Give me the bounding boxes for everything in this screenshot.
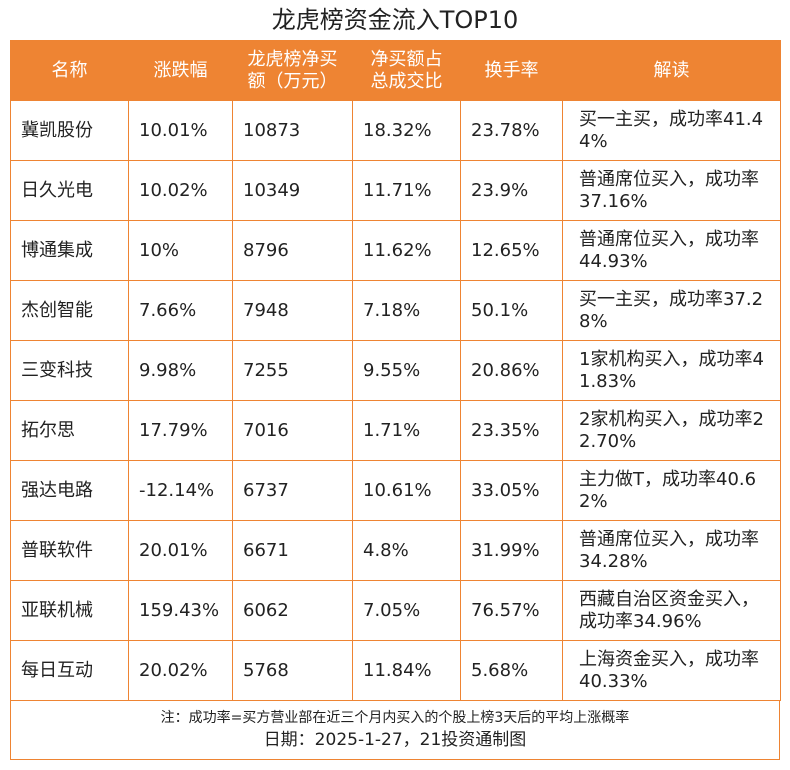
table-cell: 拓尔思 <box>10 400 129 461</box>
table-row: 每日互动 20.02% 5768 11.84% 5.68% 上海资金买入，成功率40.33… <box>10 640 781 701</box>
table-cell: 6737 <box>232 460 353 521</box>
table-cell: 7.05% <box>352 580 461 641</box>
table-cell: 7.18% <box>352 280 461 341</box>
table-cell: 159.43% <box>128 580 233 641</box>
table-row: 日久光电 10.02% 10349 11.71% 23.9% 普通席位买入，成功率37.1… <box>10 160 781 221</box>
data-table: 名称 涨跌幅 龙虎榜净买额（万元） 净买额占总成交比 换手率 解读 冀凯股份 10.01% 1… <box>10 40 781 701</box>
table-cell: 亚联机械 <box>10 580 129 641</box>
table-cell: 50.1% <box>460 280 563 341</box>
header-cell: 名称 <box>10 40 129 101</box>
table-cell: 普联软件 <box>10 520 129 581</box>
table-row: 博通集成 10% 8796 11.62% 12.65% 普通席位买入，成功率44.93% <box>10 220 781 281</box>
table-cell: 强达电路 <box>10 460 129 521</box>
table-cell: 23.35% <box>460 400 563 461</box>
table-cell: 每日互动 <box>10 640 129 701</box>
header-cell: 换手率 <box>460 40 563 101</box>
table-cell: 18.32% <box>352 100 461 161</box>
footer-note: 注：成功率=买方营业部在近三个月内买入的个股上榜3天后的平均上涨概率 <box>160 710 630 726</box>
table-cell: 7.66% <box>128 280 233 341</box>
table-cell: 7948 <box>232 280 353 341</box>
table-cell: 10349 <box>232 160 353 221</box>
table-row: 拓尔思 17.79% 7016 1.71% 23.35% 2家机构买入，成功率22.70% <box>10 400 781 461</box>
table-cell: 10873 <box>232 100 353 161</box>
table-row: 三变科技 9.98% 7255 9.55% 20.86% 1家机构买入，成功率41.83% <box>10 340 781 401</box>
table-row: 冀凯股份 10.01% 10873 18.32% 23.78% 买一主买，成功率41.44… <box>10 100 781 161</box>
table-cell: 1家机构买入，成功率41.83% <box>562 340 781 401</box>
table-cell: 5.68% <box>460 640 563 701</box>
table-cell: 20.01% <box>128 520 233 581</box>
table-cell: 7255 <box>232 340 353 401</box>
title: 龙虎榜资金流入TOP10 <box>271 6 519 34</box>
table-cell: 10.02% <box>128 160 233 221</box>
table-cell: 23.78% <box>460 100 563 161</box>
table-cell: 31.99% <box>460 520 563 581</box>
table-cell: 冀凯股份 <box>10 100 129 161</box>
table-cell: 普通席位买入，成功率34.28% <box>562 520 781 581</box>
table-cell: 20.86% <box>460 340 563 401</box>
table-cell: 三变科技 <box>10 340 129 401</box>
table-cell: 8796 <box>232 220 353 281</box>
table-cell: 博通集成 <box>10 220 129 281</box>
table-cell: 10.01% <box>128 100 233 161</box>
table-cell: 杰创智能 <box>10 280 129 341</box>
table-cell: 西藏自治区资金买入，成功率34.96% <box>562 580 781 641</box>
footer: 注：成功率=买方营业部在近三个月内买入的个股上榜3天后的平均上涨概率 日期：20… <box>10 700 780 760</box>
table-cell: 11.84% <box>352 640 461 701</box>
header-row: 名称 涨跌幅 龙虎榜净买额（万元） 净买额占总成交比 换手率 解读 <box>10 40 781 101</box>
table-cell: 7016 <box>232 400 353 461</box>
table-cell: 6671 <box>232 520 353 581</box>
table-cell: 10.61% <box>352 460 461 521</box>
header-cell: 龙虎榜净买额（万元） <box>232 40 353 101</box>
table-row: 强达电路 -12.14% 6737 10.61% 33.05% 主力做T，成功率40.62… <box>10 460 781 521</box>
table-cell: 5768 <box>232 640 353 701</box>
header-cell: 净买额占总成交比 <box>352 40 461 101</box>
table-cell: 12.65% <box>460 220 563 281</box>
table-cell: 23.9% <box>460 160 563 221</box>
table-cell: -12.14% <box>128 460 233 521</box>
table-cell: 76.57% <box>460 580 563 641</box>
table-cell: 9.98% <box>128 340 233 401</box>
table-row: 杰创智能 7.66% 7948 7.18% 50.1% 买一主买，成功率37.28% <box>10 280 781 341</box>
table-cell: 11.62% <box>352 220 461 281</box>
table-cell: 17.79% <box>128 400 233 461</box>
table-cell: 普通席位买入，成功率44.93% <box>562 220 781 281</box>
table-cell: 10% <box>128 220 233 281</box>
table-cell: 日久光电 <box>10 160 129 221</box>
table-cell: 买一主买，成功率37.28% <box>562 280 781 341</box>
table-cell: 普通席位买入，成功率37.16% <box>562 160 781 221</box>
table-cell: 20.02% <box>128 640 233 701</box>
table-cell: 11.71% <box>352 160 461 221</box>
table-cell: 4.8% <box>352 520 461 581</box>
table-body: 冀凯股份 10.01% 10873 18.32% 23.78% 买一主买，成功率41.44… <box>10 100 781 701</box>
table-cell: 1.71% <box>352 400 461 461</box>
table-cell: 2家机构买入，成功率22.70% <box>562 400 781 461</box>
footer-date: 日期：2025-1-27，21投资通制图 <box>263 730 527 750</box>
table-row: 普联软件 20.01% 6671 4.8% 31.99% 普通席位买入，成功率34.28% <box>10 520 781 581</box>
table-cell: 9.55% <box>352 340 461 401</box>
table-cell: 6062 <box>232 580 353 641</box>
table-row: 亚联机械 159.43% 6062 7.05% 76.57% 西藏自治区资金买入，成功率3… <box>10 580 781 641</box>
table-cell: 买一主买，成功率41.44% <box>562 100 781 161</box>
header-cell: 涨跌幅 <box>128 40 233 101</box>
header-cell: 解读 <box>562 40 781 101</box>
table-cell: 33.05% <box>460 460 563 521</box>
table-cell: 上海资金买入，成功率40.33% <box>562 640 781 701</box>
table-cell: 主力做T，成功率40.62% <box>562 460 781 521</box>
